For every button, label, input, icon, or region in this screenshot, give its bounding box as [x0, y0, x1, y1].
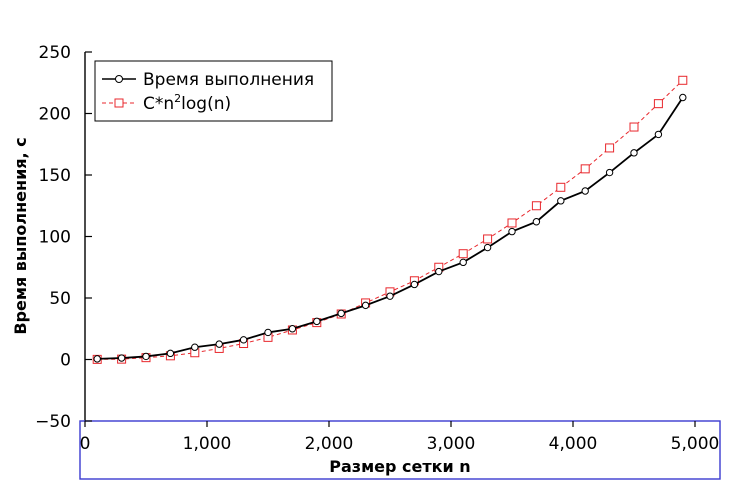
x-tick-label: 3,000: [427, 434, 476, 454]
x-tick-label: 2,000: [305, 434, 354, 454]
y-tick-label: 50: [49, 289, 71, 309]
x-tick-label: 4,000: [549, 434, 598, 454]
y-tick-label: 0: [60, 351, 71, 371]
data-point-model: [580, 164, 590, 174]
data-point-model: [507, 218, 517, 228]
data-point-runtime: [288, 325, 297, 333]
data-point-runtime: [508, 227, 516, 236]
data-point-runtime: [215, 340, 223, 348]
data-point-model: [483, 234, 493, 244]
data-point-runtime: [435, 267, 443, 276]
data-point-runtime: [166, 349, 175, 358]
legend-label-model-prefix: C*n: [143, 94, 174, 114]
data-point-runtime: [410, 280, 419, 289]
legend-label-model: C*n2log(n): [143, 92, 231, 114]
data-point-runtime: [313, 317, 321, 326]
y-tick-label: 250: [39, 43, 71, 63]
data-point-runtime: [361, 301, 370, 310]
x-tick-label: 1,000: [183, 434, 232, 454]
legend: Время выполнения C*n2log(n): [94, 60, 333, 122]
data-point-runtime: [117, 354, 126, 362]
y-tick-label: −50: [35, 412, 71, 432]
legend-label-runtime: Время выполнения: [143, 70, 314, 90]
data-point-runtime: [337, 309, 345, 318]
data-point-runtime: [581, 187, 589, 195]
series-line-runtime: [97, 97, 684, 360]
data-point-runtime: [654, 130, 663, 139]
data-point-model: [458, 249, 468, 259]
x-axis-box: [79, 420, 721, 480]
legend-label-model-sup: 2: [174, 92, 181, 105]
data-point-runtime: [483, 243, 492, 252]
y-tick-label: 100: [39, 228, 71, 248]
data-point-runtime: [142, 352, 150, 361]
data-point-runtime: [93, 355, 101, 363]
x-ticks: 0 1,000 2,000 3,000 4,000 5,000: [80, 421, 720, 454]
legend-marker-runtime: [115, 75, 123, 83]
data-point-runtime: [557, 197, 565, 205]
series-line-model: [97, 79, 684, 360]
data-point-runtime: [630, 149, 638, 157]
data-point-model: [678, 75, 688, 85]
x-axis-label: Размер сетки n: [329, 457, 470, 476]
data-point-runtime: [679, 93, 687, 102]
data-point-model: [653, 99, 663, 109]
y-tick-label: 150: [39, 166, 71, 186]
y-ticks: −50 0 50 100 150 200 250: [35, 43, 92, 432]
legend-box: [94, 60, 333, 122]
legend-label-model-suffix: log(n): [181, 94, 231, 114]
data-point-runtime: [459, 258, 467, 267]
y-tick-label: 200: [39, 105, 71, 125]
data-point-runtime: [605, 168, 614, 177]
data-point-model: [629, 122, 639, 132]
data-point-runtime: [191, 343, 199, 351]
legend-marker-model: [114, 98, 124, 108]
data-point-runtime: [532, 218, 541, 226]
y-axis-label: Время выполнения, с: [11, 137, 30, 334]
data-point-runtime: [264, 328, 272, 337]
data-point-model: [556, 182, 566, 192]
x-tick-label: 0: [80, 434, 91, 454]
x-tick-label: 5,000: [671, 434, 720, 454]
data-point-model: [605, 143, 615, 153]
series-layer: [92, 75, 688, 364]
data-point-runtime: [239, 336, 248, 344]
data-point-model: [531, 201, 541, 211]
data-point-runtime: [386, 292, 394, 300]
